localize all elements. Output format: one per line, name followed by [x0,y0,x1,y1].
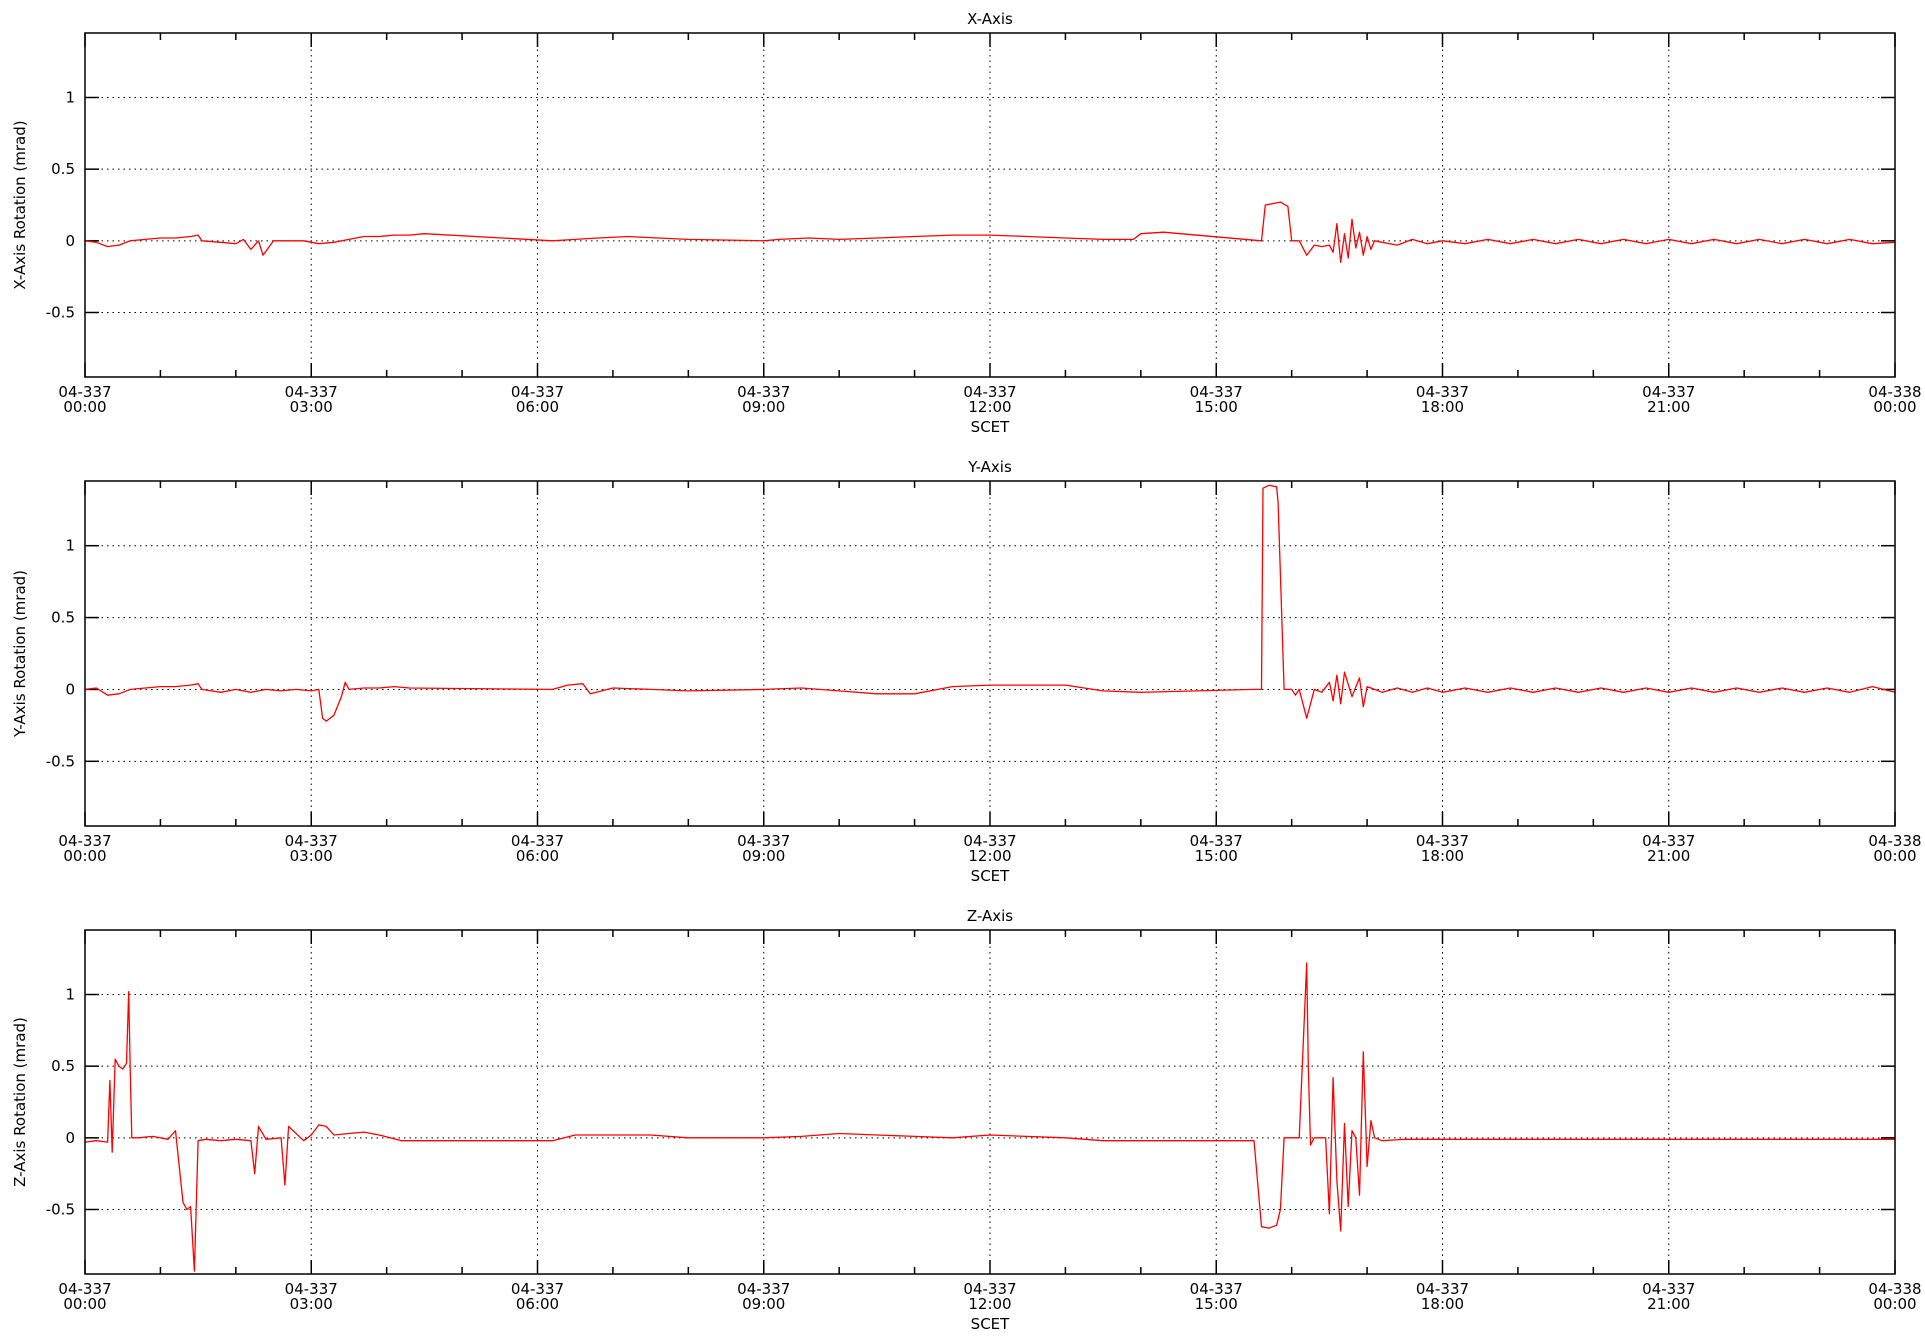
x-tick-label-date: 04-337 [58,832,111,850]
x-tick-label-time: 00:00 [1873,398,1916,416]
x-tick-label-date: 04-337 [963,1280,1016,1298]
y-tick-label: 1 [65,986,75,1004]
x-tick-label-date: 04-337 [737,1280,790,1298]
x-tick-label-date: 04-337 [285,383,338,401]
x-tick-label-time: 03:00 [290,847,333,865]
y-axis-label: X-Axis Rotation (mrad) [11,120,29,289]
y-tick-label: -0.5 [46,752,75,770]
x-tick-label-date: 04-337 [1416,832,1469,850]
x-tick-label-time: 18:00 [1421,847,1464,865]
chart-panel-2: Y-Axis-0.500.5104-33700:0004-33703:0004-… [11,458,1922,885]
x-tick-label-date: 04-337 [1416,383,1469,401]
x-tick-label-date: 04-337 [1416,1280,1469,1298]
x-tick-label-time: 00:00 [1873,847,1916,865]
x-tick-label-time: 12:00 [968,398,1011,416]
x-tick-label-time: 06:00 [516,847,559,865]
chart-panel-1: X-Axis-0.500.5104-33700:0004-33703:0004-… [11,10,1922,436]
x-tick-label-time: 18:00 [1421,398,1464,416]
x-tick-label-time: 15:00 [1195,398,1238,416]
x-tick-label-date: 04-338 [1868,383,1921,401]
x-tick-label-time: 09:00 [742,847,785,865]
x-tick-label-time: 00:00 [63,847,106,865]
y-tick-label: 0.5 [51,609,75,627]
x-tick-label-time: 00:00 [1873,1295,1916,1313]
x-tick-label-time: 09:00 [742,1295,785,1313]
x-tick-label-date: 04-337 [1642,1280,1695,1298]
x-tick-label-time: 00:00 [63,1295,106,1313]
x-tick-label-date: 04-337 [1642,832,1695,850]
x-tick-label-date: 04-337 [58,383,111,401]
x-tick-label-date: 04-337 [737,383,790,401]
y-tick-label: 1 [65,89,75,107]
data-series-line [84,201,1896,263]
x-tick-label-date: 04-337 [511,383,564,401]
y-tick-label: 0.5 [51,160,75,178]
chart-title: X-Axis [967,10,1013,28]
x-tick-label-date: 04-337 [1190,832,1243,850]
x-tick-label-time: 12:00 [968,847,1011,865]
chart-panel-3: Z-Axis-0.500.5104-33700:0004-33703:0004-… [11,907,1922,1333]
x-tick-label-time: 21:00 [1647,847,1690,865]
y-tick-label: -0.5 [46,304,75,322]
plot-frame [84,929,1896,1275]
x-axis-label: SCET [971,1315,1010,1333]
x-tick-label-date: 04-337 [1642,383,1695,401]
x-tick-label-time: 21:00 [1647,398,1690,416]
y-tick-label: 0.5 [51,1057,75,1075]
x-tick-label-date: 04-337 [285,1280,338,1298]
x-tick-label-time: 00:00 [63,398,106,416]
x-axis-label: SCET [971,867,1010,885]
x-tick-label-date: 04-337 [963,383,1016,401]
x-tick-label-time: 12:00 [968,1295,1011,1313]
y-tick-label: 0 [65,1129,75,1147]
x-tick-label-date: 04-337 [511,1280,564,1298]
x-tick-label-date: 04-337 [737,832,790,850]
plot-frame [84,32,1896,378]
chart-title: Y-Axis [967,458,1012,476]
x-tick-label-date: 04-337 [511,832,564,850]
x-tick-label-time: 15:00 [1195,847,1238,865]
data-series-line [84,484,1896,722]
x-tick-label-date: 04-337 [58,1280,111,1298]
y-tick-label: 1 [65,537,75,555]
x-tick-label-date: 04-337 [1190,383,1243,401]
x-axis-label: SCET [971,418,1010,436]
x-tick-label-time: 06:00 [516,398,559,416]
y-tick-label: 0 [65,232,75,250]
x-tick-label-date: 04-338 [1868,832,1921,850]
x-tick-label-time: 21:00 [1647,1295,1690,1313]
y-tick-label: 0 [65,680,75,698]
x-tick-label-time: 18:00 [1421,1295,1464,1313]
x-tick-label-time: 03:00 [290,1295,333,1313]
chart-title: Z-Axis [967,907,1013,925]
data-series-line [84,962,1895,1272]
x-tick-label-date: 04-337 [963,832,1016,850]
plot-frame [84,480,1896,827]
x-tick-label-date: 04-337 [285,832,338,850]
x-tick-label-date: 04-338 [1868,1280,1921,1298]
x-tick-label-time: 03:00 [290,398,333,416]
y-tick-label: -0.5 [46,1201,75,1219]
x-tick-label-time: 15:00 [1195,1295,1238,1313]
x-tick-label-time: 06:00 [516,1295,559,1313]
x-tick-label-time: 09:00 [742,398,785,416]
y-axis-label: Z-Axis Rotation (mrad) [11,1017,29,1187]
y-axis-label: Y-Axis Rotation (mrad) [11,570,29,738]
x-tick-label-date: 04-337 [1190,1280,1243,1298]
